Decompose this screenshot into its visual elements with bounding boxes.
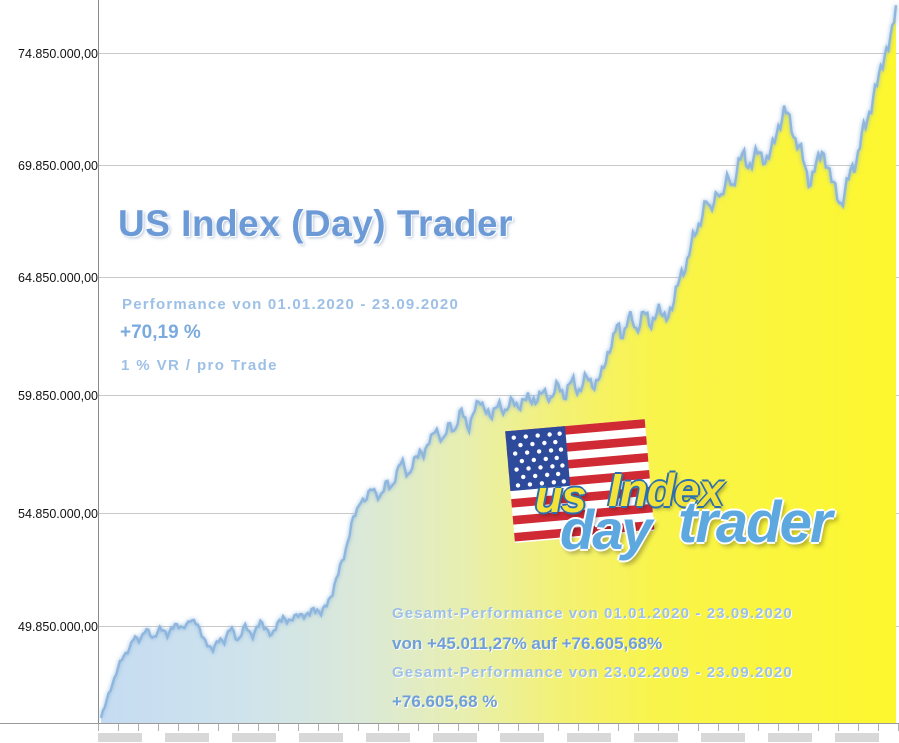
total-performance-label-2: Gesamt-Performance von 23.02.2009 - 23.0… [392,664,793,681]
grid-line [98,53,899,54]
x-axis-tick [498,724,499,731]
x-axis-band [366,733,410,742]
brand-logo: us Index day trader [500,413,832,565]
y-axis-tick-label: 69.850.000,00 [18,159,98,173]
x-axis-tick [478,724,479,731]
x-axis-tick [878,724,879,731]
x-axis-tick [598,724,599,731]
x-axis-tick [198,724,199,731]
y-axis-tick-label: 64.850.000,00 [18,271,98,285]
x-axis-tick [838,724,839,731]
x-axis-tick [338,724,339,731]
x-axis-tick [538,724,539,731]
x-axis-tick [298,724,299,731]
logo-text-index: Index [608,464,724,516]
x-axis [0,723,899,743]
x-axis-tick [158,724,159,731]
y-axis-line [98,0,99,723]
x-axis-tick [178,724,179,731]
y-axis-tick-label: 74.850.000,00 [18,47,98,61]
total-performance-label-1: Gesamt-Performance von 01.01.2020 - 23.0… [392,605,793,622]
us-flag-icon [503,413,659,553]
x-axis-tick [398,724,399,731]
x-axis-tick [278,724,279,731]
x-axis-tick [818,724,819,731]
grid-line [98,277,899,278]
x-axis-tick [238,724,239,731]
x-axis-band [299,733,343,742]
x-axis-band [701,733,745,742]
x-axis-tick [758,724,759,731]
x-axis-band [165,733,209,742]
logo-text-day: day [560,498,652,561]
x-axis-tick [778,724,779,731]
x-axis-tick [658,724,659,731]
x-axis-tick [858,724,859,731]
x-axis-tick [418,724,419,731]
x-axis-tick [98,724,99,731]
x-axis-tick [678,724,679,731]
x-axis-tick [738,724,739,731]
x-axis-tick [118,724,119,731]
x-axis-tick [618,724,619,731]
total-performance-value-1: von +45.011,27% auf +76.605,68% [392,634,663,653]
x-axis-tick [218,724,219,731]
x-axis-tick [558,724,559,731]
x-axis-band [634,733,678,742]
x-axis-tick [518,724,519,731]
x-axis-tick [698,724,699,731]
x-axis-band [98,733,142,742]
x-axis-tick [798,724,799,731]
y-axis-tick-label: 49.850.000,00 [18,620,98,634]
x-axis-band [433,733,477,742]
x-axis-tick [358,724,359,731]
y-axis-tick-label: 59.850.000,00 [18,389,98,403]
x-axis-tick [138,724,139,731]
x-axis-tick [438,724,439,731]
grid-line [98,165,899,166]
x-axis-tick [638,724,639,731]
y-axis-tick-label: 54.850.000,00 [18,507,98,521]
x-axis-band [768,733,812,742]
x-axis-band [232,733,276,742]
x-axis-ticks [98,724,899,743]
logo-text-trader: trader [678,490,832,555]
logo-text-us: us [535,471,587,522]
x-axis-tick [378,724,379,731]
equity-curve-area-chart [99,5,898,723]
page-title: US Index (Day) Trader [118,203,514,244]
plot-area [98,0,899,723]
grid-line [98,395,899,396]
x-axis-band [835,733,879,742]
x-axis-tick [578,724,579,731]
x-axis-tick [258,724,259,731]
risk-per-trade-label: 1 % VR / pro Trade [121,357,278,374]
x-axis-tick [458,724,459,731]
x-axis-tick [318,724,319,731]
x-axis-band [567,733,611,742]
performance-value: +70,19 % [120,322,201,343]
performance-period-label: Performance von 01.01.2020 - 23.09.2020 [122,296,459,313]
x-axis-band [500,733,544,742]
total-performance-value-2: +76.605,68 % [392,692,498,711]
x-axis-tick [718,724,719,731]
